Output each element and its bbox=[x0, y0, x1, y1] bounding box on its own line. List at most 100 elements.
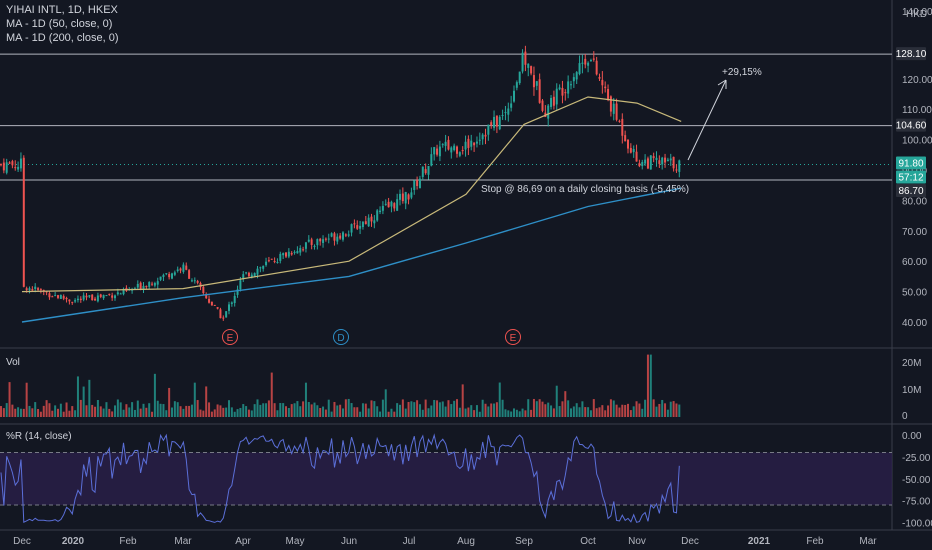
wr-tick: -50.00 bbox=[902, 475, 931, 486]
candle-body bbox=[427, 165, 430, 175]
candle-body bbox=[159, 276, 162, 280]
volume-bar bbox=[17, 407, 20, 417]
candle-body bbox=[111, 295, 114, 298]
candle-body bbox=[658, 160, 661, 164]
candle-body bbox=[367, 217, 370, 227]
volume-bar bbox=[128, 407, 131, 417]
volume-bar bbox=[159, 403, 162, 417]
candle-body bbox=[601, 79, 604, 86]
volume-bar bbox=[444, 406, 447, 417]
candle-body bbox=[564, 92, 567, 94]
candle-body bbox=[196, 281, 199, 283]
candle-body bbox=[34, 286, 37, 289]
candle-body bbox=[37, 288, 40, 290]
volume-bar bbox=[438, 402, 441, 417]
volume-bar bbox=[407, 401, 410, 417]
volume-bar bbox=[299, 406, 302, 417]
volume-bar bbox=[396, 403, 399, 417]
volume-bar bbox=[461, 384, 464, 417]
volume-bar bbox=[71, 406, 74, 417]
candle-body bbox=[216, 307, 219, 309]
volume-bar bbox=[222, 407, 225, 417]
volume-bar bbox=[236, 409, 239, 417]
volume-bar bbox=[436, 400, 439, 417]
candle-body bbox=[22, 157, 25, 287]
volume-bar bbox=[430, 405, 433, 417]
volume-bar bbox=[250, 410, 253, 417]
candle-body bbox=[401, 193, 404, 202]
volume-bar bbox=[629, 410, 632, 417]
candle-body bbox=[484, 134, 487, 137]
wr-tick: -25.00 bbox=[902, 453, 931, 464]
volume-bar bbox=[333, 401, 336, 417]
volume-pane-title: Vol bbox=[6, 357, 20, 368]
volume-bar bbox=[621, 404, 624, 417]
volume-bar bbox=[14, 408, 17, 417]
volume-bar bbox=[307, 401, 310, 417]
volume-bar bbox=[54, 405, 57, 417]
volume-bar bbox=[401, 399, 404, 417]
volume-bar bbox=[601, 405, 604, 417]
volume-bar bbox=[42, 405, 45, 417]
candle-body bbox=[592, 58, 595, 60]
event-marker bbox=[505, 329, 521, 345]
volume-bar bbox=[518, 411, 521, 417]
candle-body bbox=[267, 260, 270, 262]
candle-body bbox=[373, 220, 376, 224]
ma200-legend: MA - 1D (200, close, 0) bbox=[6, 32, 119, 44]
volume-bar bbox=[609, 399, 612, 417]
candle-body bbox=[638, 163, 641, 167]
time-tick: Mar bbox=[859, 536, 877, 547]
volume-bar bbox=[230, 407, 233, 417]
volume-bar bbox=[11, 404, 14, 417]
volume-bar bbox=[347, 398, 350, 417]
volume-bar bbox=[427, 408, 430, 417]
candle-body bbox=[156, 281, 159, 285]
candle-body bbox=[609, 96, 612, 112]
volume-bar bbox=[185, 405, 188, 417]
volume-bar bbox=[544, 404, 547, 417]
candle-body bbox=[456, 146, 458, 154]
candle-body bbox=[350, 224, 353, 233]
candle-body bbox=[79, 298, 82, 301]
volume-bar bbox=[179, 406, 182, 417]
price-tick: 80.00 bbox=[902, 196, 927, 207]
candle-body bbox=[410, 192, 413, 198]
volume-bar bbox=[25, 382, 28, 417]
candle-body bbox=[501, 114, 504, 116]
candle-body bbox=[438, 146, 441, 157]
candle-body bbox=[176, 269, 179, 272]
candle-body bbox=[85, 295, 88, 298]
volume-bar bbox=[142, 403, 145, 417]
volume-bar bbox=[136, 400, 139, 417]
candle-body bbox=[145, 286, 148, 288]
volume-bar bbox=[205, 386, 208, 417]
candle-body bbox=[71, 301, 74, 303]
volume-bar bbox=[607, 405, 610, 417]
volume-bar bbox=[88, 379, 91, 417]
volume-bar bbox=[447, 400, 450, 417]
volume-bar bbox=[598, 407, 601, 417]
price-tick: 50.00 bbox=[902, 288, 927, 299]
volume-bar bbox=[114, 405, 116, 417]
candle-body bbox=[304, 242, 307, 249]
volume-bar bbox=[85, 405, 88, 417]
event-marker-label: E bbox=[510, 333, 517, 344]
volume-bar bbox=[287, 407, 290, 417]
candle-body bbox=[222, 317, 225, 319]
candle-body bbox=[270, 258, 273, 260]
time-tick: Nov bbox=[628, 536, 646, 547]
volume-bar bbox=[8, 382, 11, 417]
candle-body bbox=[515, 82, 518, 88]
candle-body bbox=[669, 158, 672, 161]
price-badge-label: 91.80 bbox=[898, 159, 923, 170]
candle-body bbox=[364, 221, 367, 225]
volume-tick: 0 bbox=[902, 411, 908, 422]
volume-bar bbox=[604, 410, 607, 417]
candle-body bbox=[287, 251, 290, 257]
candle-body bbox=[495, 115, 498, 127]
volume-bar bbox=[572, 406, 575, 417]
volume-bar bbox=[34, 402, 37, 417]
volume-bar bbox=[458, 407, 461, 417]
